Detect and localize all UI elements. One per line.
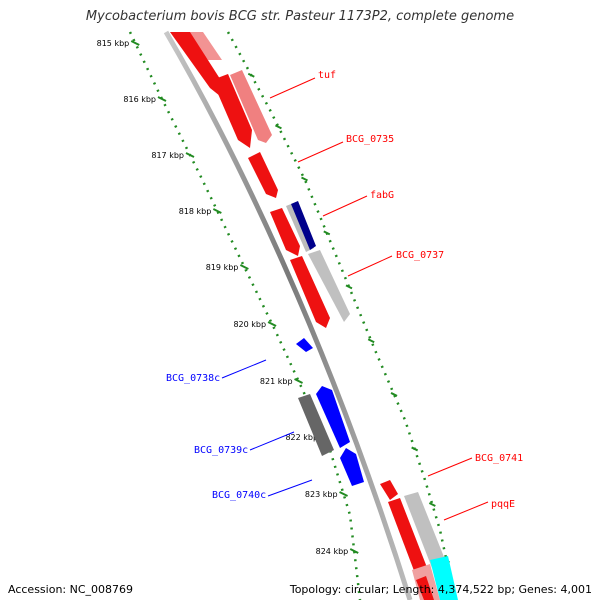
feature-pqqE-red[interactable] [388, 498, 428, 576]
outer-scale-tick [274, 124, 282, 130]
gene-label-bcg0738c[interactable]: BCG_0738c [166, 373, 220, 384]
scale-tick-mark [157, 96, 167, 102]
feature-bottom-cyan[interactable] [430, 556, 458, 600]
outer-scale-tick [367, 338, 375, 344]
outer-scale-tick [323, 230, 331, 236]
feature-red-1[interactable] [212, 74, 252, 148]
gene-callouts: tuf BCG_0735 fabG BCG_0737 BCG_0738c BCG… [166, 70, 523, 521]
genome-summary-text: Topology: circular; Length: 4,374,522 bp… [289, 583, 592, 596]
gene-label-pqqE[interactable]: pqqE [491, 499, 515, 510]
outer-scale-tick [301, 176, 308, 182]
outer-scale-tick [411, 446, 419, 452]
scale-tick-mark [130, 40, 140, 46]
callout-line-bcg0738c [221, 359, 267, 379]
feature-bcg0740c[interactable] [340, 448, 364, 486]
callout-line-bcg0737 [347, 255, 393, 277]
scale-tick-mark [185, 152, 195, 158]
feature-fabG-red[interactable] [270, 208, 300, 256]
feature-bcg0737-red[interactable] [290, 256, 330, 328]
gene-label-fabG[interactable]: fabG [370, 190, 394, 201]
feature-bcg0739c-gray[interactable] [298, 394, 334, 456]
scale-tick-label: 817 kbp [151, 151, 184, 160]
callout-line-tuf [269, 77, 316, 99]
gene-label-bcg0739c[interactable]: BCG_0739c [194, 445, 248, 456]
outer-scale-tick [247, 72, 255, 78]
feature-pqqE-gray[interactable] [404, 492, 446, 568]
scale-tick-label: 822 kbp [285, 433, 318, 442]
scale-tick-mark [239, 264, 249, 270]
gene-features [170, 32, 458, 600]
scale-tick-label: 818 kbp [179, 207, 212, 216]
callout-line-bcg0739c [249, 431, 295, 451]
tick-label-group: 815 kbp 816 kbp 817 kbp 818 kbp 819 kbp 820 k… [97, 39, 349, 556]
callout-line-bcg0735 [297, 141, 344, 163]
scale-tick-label: 819 kbp [206, 263, 239, 272]
scale-tick-mark [339, 491, 348, 497]
scale-tick-mark [294, 378, 303, 384]
outer-scale-tick [428, 502, 436, 507]
feature-bcg0737-gray[interactable] [308, 250, 350, 322]
genome-backbone [163, 30, 413, 600]
feature-fabG-dark[interactable] [291, 201, 316, 250]
scale-tick-mark [267, 321, 277, 327]
gene-label-bcg0741[interactable]: BCG_0741 [475, 453, 523, 464]
accession-text: Accession: NC_008769 [8, 583, 134, 596]
outer-scale-tick [390, 392, 398, 397]
gene-label-tuf[interactable]: tuf [318, 70, 336, 81]
outer-scale-tick [345, 284, 353, 290]
tick-mark-group [130, 40, 451, 564]
scale-tick-mark [212, 208, 222, 214]
feature-bcg0735[interactable] [248, 152, 278, 198]
feature-tuf[interactable] [170, 32, 222, 96]
feature-bottom-red[interactable] [416, 576, 434, 600]
scale-tick-label: 821 kbp [260, 377, 293, 386]
callout-line-bcg0740c [267, 479, 313, 497]
scale-tick-label: 820 kbp [233, 320, 266, 329]
scale-tick-label: 816 kbp [123, 95, 156, 104]
scale-tick-label: 823 kbp [305, 490, 338, 499]
feature-bcg0739c-blue[interactable] [316, 386, 350, 448]
map-title: Mycobacterium bovis BCG str. Pasteur 117… [85, 9, 515, 24]
gene-label-bcg0735[interactable]: BCG_0735 [346, 134, 394, 145]
feature-bcg0738c[interactable] [296, 338, 313, 352]
gene-label-bcg0737[interactable]: BCG_0737 [396, 250, 444, 261]
feature-bcg0741[interactable] [380, 480, 398, 500]
callout-line-fabG [322, 195, 368, 217]
feature-tuf-light[interactable] [230, 70, 272, 143]
gene-label-bcg0740c[interactable]: BCG_0740c [212, 490, 266, 501]
scale-tick-label: 815 kbp [97, 39, 130, 48]
scale-tick-label: 824 kbp [316, 547, 349, 556]
callout-line-bcg0741 [427, 457, 473, 477]
callout-line-pqqE [443, 501, 489, 521]
scale-tick-mark [349, 548, 359, 554]
